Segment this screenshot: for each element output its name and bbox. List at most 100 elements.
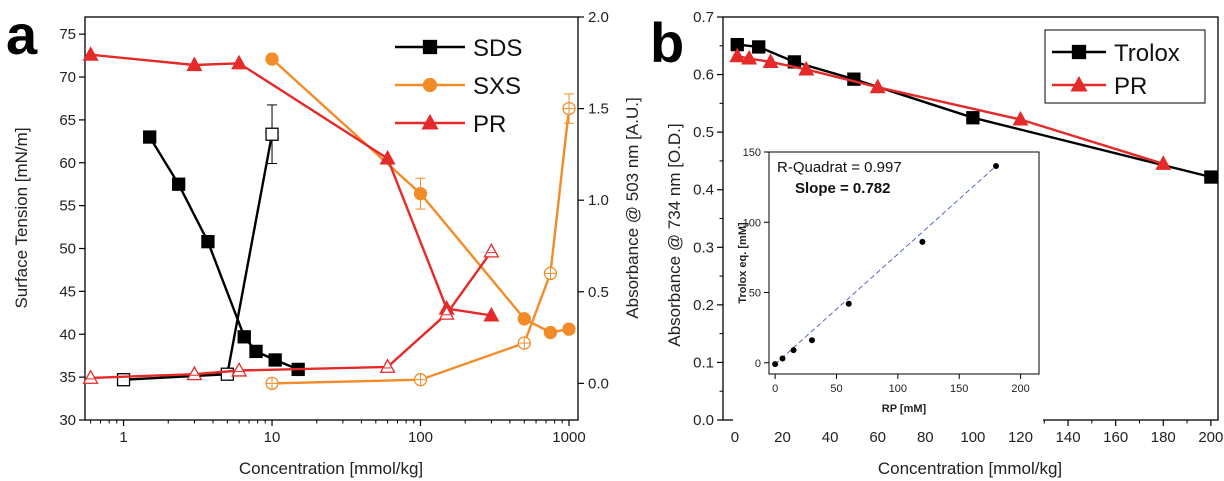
inset-r-squared: R-Quadrat = 0.997 [777, 159, 902, 176]
inset-x-axis-title: RP [mM] [882, 403, 927, 415]
panel-a-axes: 1 10 100 1000 30 35 40 45 50 55 60 65 70 75 0.0 0.5 1.0 1… [59, 9, 609, 446]
a-y-tick-label: 70 [59, 69, 76, 86]
b-point-trolox [752, 40, 766, 54]
panel-b-series [729, 37, 1218, 184]
panel-a-letter: a [6, 3, 38, 66]
inset-frame [768, 151, 1040, 375]
inset-x-tick-label: 200 [1011, 383, 1029, 395]
inset-x-tick-label: 50 [830, 383, 842, 395]
inset-point [993, 163, 1000, 170]
a-point-sxs-filled [543, 325, 558, 340]
a-y2-tick-label: 1.0 [588, 192, 609, 209]
a-legend-label-sxs: SXS [473, 73, 521, 100]
inset-x-tick-label: 0 [772, 383, 778, 395]
a-point-sds-open [265, 127, 279, 141]
inset-y-tick-label: 150 [743, 147, 761, 159]
b-x-tick-label: 0 [731, 429, 739, 446]
a-point-pr-filled [82, 46, 99, 61]
inset-point [790, 347, 797, 354]
inset-point [779, 355, 786, 362]
a-y-tick-label: 55 [59, 198, 76, 215]
inset-y-axis-title: Trolox eq. [mM] [737, 222, 749, 304]
b-y-tick-label: 0.2 [693, 297, 714, 314]
b-y-tick-label: 0.6 [693, 67, 714, 84]
panel-b: b 0 20 40 60 80 100 120 140 160 180 200 0.0 0.1 0.2 0.… [650, 9, 1223, 478]
a-point-pr-filled [231, 54, 248, 70]
a-x-tick-label: 1000 [552, 429, 585, 446]
b-y-tick-label: 0.0 [693, 412, 714, 429]
b-point-pr [798, 60, 815, 76]
b-legend-marker-trolox [1071, 44, 1087, 60]
inset-point [919, 238, 926, 245]
a-y-tick-label: 50 [59, 241, 76, 258]
panel-b-axes: 0 20 40 60 80 100 120 140 160 180 200 0.0 0.1 0.2 0.3 0… [693, 9, 1223, 446]
a-y-tick-label: 65 [59, 112, 76, 129]
a-point-sxs-filled [265, 52, 279, 66]
b-x-tick-label: 40 [822, 429, 839, 446]
inset-slope: Slope = 0.782 [795, 180, 890, 197]
a-point-sds-filled [143, 130, 157, 144]
panel-b-letter: b [650, 11, 684, 74]
b-point-pr [762, 53, 779, 68]
b-point-trolox [1204, 170, 1218, 184]
a-series-line-pr-left [90, 53, 492, 317]
a-point-pr-open [379, 358, 396, 373]
b-y-tick-label: 0.3 [693, 239, 714, 256]
b-legend-marker-pr [1070, 75, 1088, 92]
panel-a-y-axis-title: Surface Tension [mN/m] [12, 127, 31, 308]
inset-points [772, 163, 1000, 368]
a-point-sds-filled [249, 344, 263, 359]
a-point-sds-filled [201, 235, 215, 249]
a-point-pr-open [231, 361, 248, 377]
panel-a-y2-axis-title: Absorbance @ 503 nm [A.U.] [623, 97, 642, 318]
b-point-pr [1012, 110, 1029, 126]
a-point-pr-filled [186, 56, 203, 72]
a-legend-marker-sxs [422, 77, 438, 93]
a-y2-tick-label: 0.5 [588, 284, 609, 301]
a-legend-label-sds: SDS [473, 35, 522, 62]
a-series-line-pr-right [90, 250, 493, 380]
b-x-tick-label: 160 [1103, 429, 1128, 446]
a-y-tick-label: 60 [59, 155, 76, 172]
b-y-tick-label: 0.5 [693, 124, 714, 141]
inset-axes: 0 50 100 150 200 0 50 100 150 [743, 147, 1030, 395]
b-x-tick-label: 60 [869, 429, 886, 446]
a-legend-label-pr: PR [473, 111, 506, 138]
panel-a-frame [84, 16, 579, 421]
a-x-tick-label: 1 [119, 429, 127, 446]
a-y-tick-label: 30 [59, 412, 76, 429]
a-point-pr-filled [379, 149, 396, 165]
b-x-tick-label: 120 [1008, 429, 1033, 446]
a-point-sds-filled [268, 353, 282, 367]
b-y-tick-label: 0.1 [693, 354, 714, 371]
a-y-tick-label: 45 [59, 283, 76, 300]
a-series-line-sds-left [148, 136, 299, 371]
panel-b-legend: Trolox PR [1044, 29, 1206, 104]
panel-a: a 1 10 100 1000 30 35 40 45 50 55 60 65 70 75 0.0 0.5 1.… [6, 3, 642, 478]
a-point-sxs-filled [562, 322, 576, 336]
a-point-sxs-filled [413, 186, 428, 201]
a-point-pr-filled [483, 306, 500, 322]
b-x-tick-label: 20 [774, 429, 791, 446]
b-point-trolox [966, 111, 980, 125]
a-x-tick-label: 10 [264, 429, 281, 446]
panel-b-y-axis-title: Absorbance @ 734 nm [O.D.] [665, 123, 684, 346]
inset-fit-line [774, 165, 997, 365]
b-x-tick-label: 100 [960, 429, 985, 446]
a-point-pr-open [483, 242, 500, 258]
b-x-tick-label: 140 [1056, 429, 1081, 446]
a-y2-tick-label: 0.0 [588, 375, 609, 392]
b-x-tick-label: 80 [917, 429, 934, 446]
b-legend-label-trolox: Trolox [1114, 40, 1180, 67]
inset-point [772, 361, 779, 368]
b-point-pr [869, 78, 886, 94]
b-x-tick-label: 200 [1198, 429, 1223, 446]
a-x-tick-label: 100 [408, 429, 433, 446]
b-point-pr [741, 49, 758, 65]
inset-x-tick-label: 150 [950, 383, 968, 395]
inset-point [808, 337, 815, 344]
panel-a-legend: SDS SXS PR [395, 35, 522, 138]
a-y2-tick-label: 1.5 [588, 101, 609, 118]
a-point-pr-open [438, 305, 455, 320]
